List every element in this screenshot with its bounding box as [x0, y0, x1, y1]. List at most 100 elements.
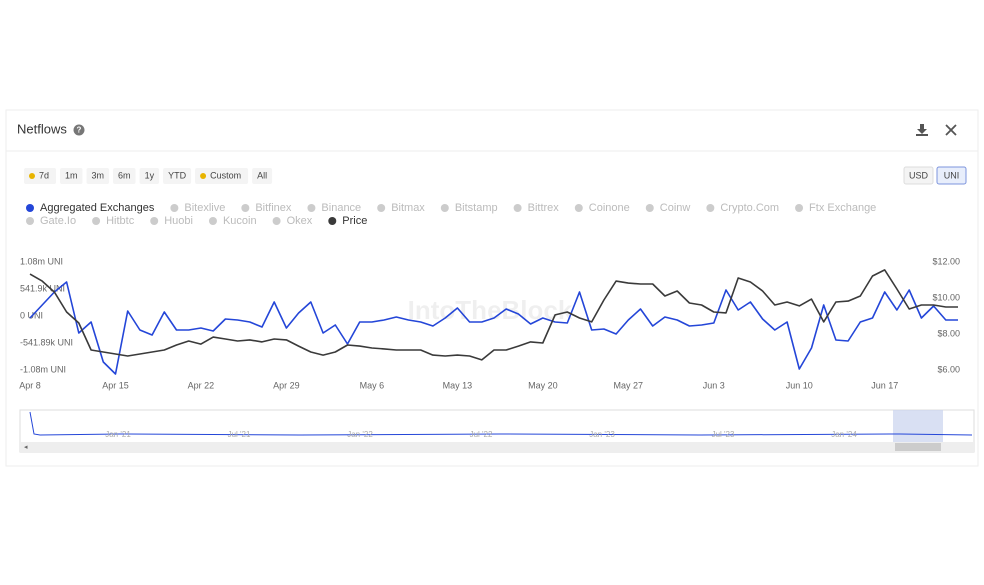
legend-item[interactable]: Bitfinex: [241, 202, 292, 214]
star-icon: [200, 173, 207, 179]
x-tick-label: May 13: [443, 380, 473, 390]
netflow-line: [29, 281, 958, 375]
range-button-label: 1m: [65, 170, 78, 180]
legend-label: Okex: [287, 215, 313, 227]
legend-marker: [574, 204, 583, 212]
legend-label: Kucoin: [223, 215, 257, 227]
legend-label: Gate.Io: [40, 215, 76, 227]
y-tick-label: -541.89k UNI: [20, 337, 73, 347]
x-tick-label: Apr 15: [102, 380, 129, 390]
y2-tick-label: $6.00: [937, 364, 960, 374]
legend-marker: [645, 204, 654, 212]
legend-label: Crypto.Com: [720, 202, 779, 214]
range-button[interactable]: 1y: [139, 168, 160, 184]
legend-item[interactable]: Ftx Exchange: [795, 202, 876, 214]
widget-title: Netflows: [17, 121, 67, 136]
legend-item[interactable]: Hitbtc: [92, 215, 135, 227]
legend-item[interactable]: Bitstamp: [440, 202, 498, 214]
star-icon: [29, 173, 35, 179]
x-tick-label: Jun 10: [786, 380, 813, 390]
legend-label: Coinone: [589, 202, 630, 214]
range-button-bg: [24, 168, 57, 184]
legend-item[interactable]: Huobi: [150, 215, 193, 227]
navigator-label: Jan '21: [105, 430, 131, 439]
legend-item[interactable]: Price: [328, 215, 367, 227]
legend-marker: [272, 217, 281, 225]
range-button[interactable]: 3m: [86, 168, 110, 184]
legend-item[interactable]: Bitexlive: [170, 202, 225, 214]
y2-tick-label: $10.00: [932, 292, 960, 302]
range-button-label: All: [257, 170, 267, 180]
expand-button[interactable]: [945, 124, 957, 136]
range-button-label: 1y: [145, 170, 155, 180]
legend-marker: [795, 204, 804, 212]
x-tick-label: May 27: [614, 380, 644, 390]
legend-marker: [377, 204, 386, 212]
legend-marker: [26, 217, 34, 225]
range-button-bg: [113, 168, 136, 184]
legend-label: Bitstamp: [455, 202, 498, 214]
navigator-label: Jul '21: [228, 430, 251, 439]
legend-item[interactable]: Okex: [272, 215, 313, 227]
navigator-label: Jul '23: [712, 430, 735, 439]
legend-item[interactable]: Kucoin: [208, 215, 257, 227]
legend-marker: [170, 204, 179, 212]
legend-marker: [208, 217, 217, 225]
legend-marker: [513, 204, 522, 212]
legend-label: Hitbtc: [106, 215, 135, 227]
unit-button-label: UNI: [944, 170, 960, 180]
legend-label: Bittrex: [528, 202, 560, 214]
navigator-label: Jan '24: [831, 430, 857, 439]
range-button[interactable]: Custom: [195, 168, 249, 184]
range-button-bg: [163, 168, 192, 184]
unit-button[interactable]: USD: [903, 166, 934, 185]
legend-item[interactable]: Coinw: [645, 202, 691, 214]
range-button-label: 6m: [118, 170, 131, 180]
range-button[interactable]: 1m: [60, 168, 83, 184]
x-tick-label: May 6: [360, 380, 385, 390]
legend-marker: [92, 217, 101, 225]
unit-button-label: USD: [909, 170, 929, 180]
x-tick-label: Apr 8: [19, 380, 41, 390]
legend-label: Bitfinex: [255, 202, 292, 214]
range-button-label: 7d: [39, 170, 49, 180]
y-tick-label: 541.9k UNI: [20, 283, 65, 293]
legend-marker: [328, 217, 337, 225]
range-button[interactable]: All: [252, 168, 273, 184]
legend-item[interactable]: Coinone: [574, 202, 630, 214]
help-icon[interactable]: ?: [73, 124, 85, 136]
y-tick-label: -1.08m UNI: [20, 364, 66, 374]
navigator-label: Jan '22: [347, 430, 373, 439]
legend-item[interactable]: Aggregated Exchanges: [26, 202, 155, 214]
y2-tick-label: $8.00: [937, 328, 960, 338]
price-line: [29, 269, 958, 361]
range-button[interactable]: 7d: [24, 168, 57, 184]
legend-label: Huobi: [164, 215, 193, 227]
legend-item[interactable]: Gate.Io: [26, 215, 76, 227]
range-button-label: YTD: [168, 170, 187, 180]
download-button[interactable]: [916, 124, 928, 136]
navigator-label: Jul '22: [470, 430, 493, 439]
svg-text:◂: ◂: [24, 444, 28, 451]
legend-label: Coinw: [660, 202, 691, 214]
legend-label: Bitexlive: [184, 202, 225, 214]
legend-item[interactable]: Bitmax: [377, 202, 425, 214]
range-button-bg: [252, 168, 273, 184]
range-button[interactable]: 6m: [113, 168, 136, 184]
range-button[interactable]: YTD: [163, 168, 192, 184]
range-button-bg: [60, 168, 83, 184]
legend-marker: [26, 204, 34, 212]
legend-item[interactable]: Binance: [307, 202, 361, 214]
legend-item[interactable]: Bittrex: [513, 202, 560, 214]
x-tick-label: Jun 17: [871, 380, 898, 390]
legend-item[interactable]: Crypto.Com: [706, 202, 779, 214]
range-button-bg: [195, 168, 249, 184]
legend-marker: [241, 204, 250, 212]
unit-button[interactable]: UNI: [936, 166, 967, 185]
x-tick-label: Apr 22: [188, 380, 215, 390]
y2-tick-label: $12.00: [932, 256, 960, 266]
legend-marker: [150, 217, 159, 225]
legend-label: Bitmax: [391, 202, 425, 214]
navigator[interactable]: ◂: [19, 409, 975, 453]
